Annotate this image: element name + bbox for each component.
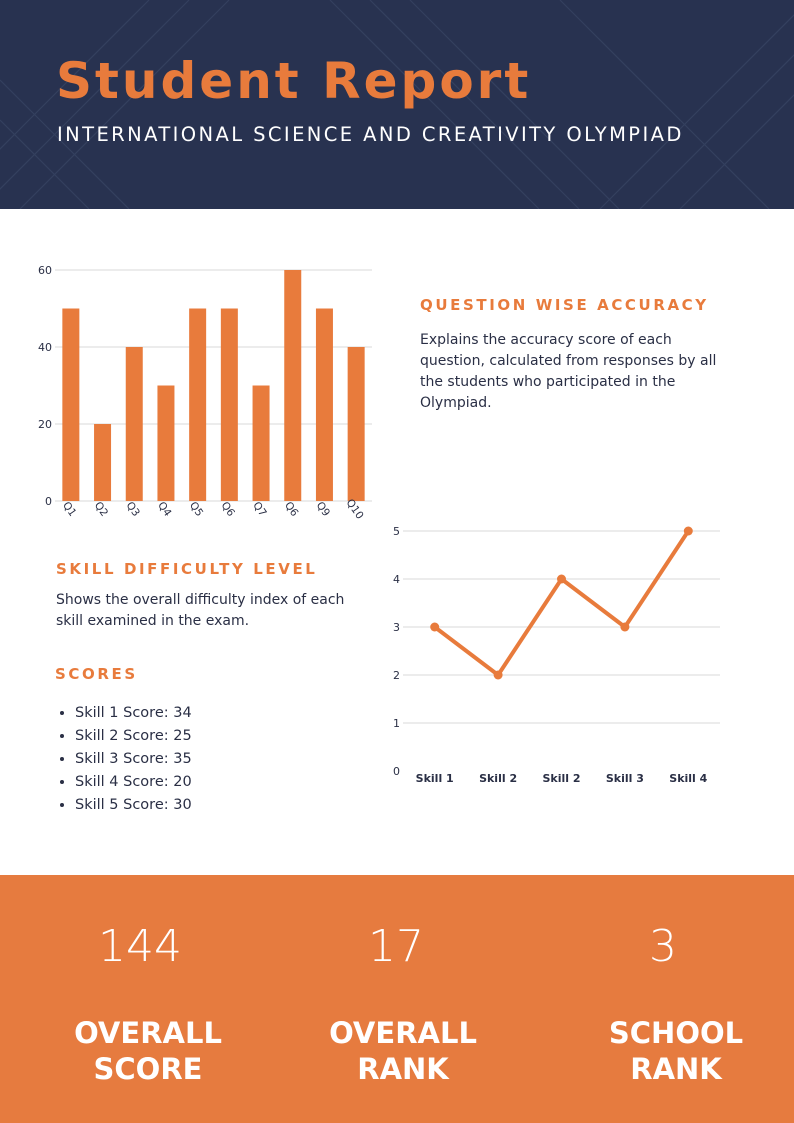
bar-chart-x-tick-label: Q1 [60, 500, 78, 519]
bar-chart-x-tick-label: Q9 [314, 500, 332, 519]
difficulty-heading: SKILL DIFFICULTY LEVEL [56, 560, 318, 578]
overall-score-label: OVERALL SCORE [74, 1016, 222, 1086]
score-item: Skill 5 Score: 30 [75, 794, 192, 817]
line-chart-y-tick-label: 5 [393, 525, 400, 538]
report-header: Student Report INTERNATIONAL SCIENCE AND… [0, 0, 794, 209]
score-item: Skill 3 Score: 35 [75, 748, 192, 771]
bar-chart-y-tick-label: 20 [38, 418, 52, 431]
bar-chart-x-tick-label: Q3 [124, 500, 142, 519]
line-chart-y-tick-label: 1 [393, 717, 400, 730]
school-rank-value: 3 [649, 921, 677, 972]
bar-chart-bar [315, 308, 333, 501]
difficulty-description: Shows the overall difficulty index of ea… [56, 592, 345, 629]
bar-chart-y-tick-label: 40 [38, 341, 52, 354]
line-chart-series-line [433, 529, 690, 677]
bar-chart-x-tick-label: Q6 [282, 500, 301, 519]
line-chart-x-tick-label: Skill 2 [542, 772, 580, 785]
scores-list: Skill 1 Score: 34 Skill 2 Score: 25 Skil… [56, 702, 192, 817]
bar-chart-bar [94, 424, 112, 501]
bar-chart-x-tick-label: Q2 [92, 500, 110, 519]
line-chart-x-tick-label: Skill 4 [669, 772, 707, 785]
line-chart-x-tick-label: Skill 1 [416, 772, 454, 785]
scores-heading: SCORES [55, 665, 138, 683]
header-pattern [0, 0, 794, 209]
line-chart-point [683, 526, 693, 536]
stats-footer: 144 OVERALL SCORE 17 OVERALL RANK 3 SCHO… [0, 875, 794, 1123]
bar-chart-y-tick-label: 0 [45, 495, 52, 508]
overall-score-value: 144 [98, 921, 182, 972]
bar-chart-bar [189, 308, 207, 501]
line-chart-point [493, 670, 503, 680]
school-rank-label: SCHOOL RANK [608, 1016, 744, 1086]
bar-chart-bar [347, 347, 365, 501]
score-item: Skill 2 Score: 25 [75, 725, 192, 748]
line-chart-x-tick-label: Skill 2 [479, 772, 517, 785]
bar-chart-x-tick-label: Q7 [250, 500, 268, 519]
line-chart-point [430, 622, 440, 632]
bar-chart-x-tick-label: Q5 [187, 500, 205, 519]
accuracy-heading: QUESTION WISE ACCURACY [420, 296, 709, 314]
report-title: Student Report [56, 52, 532, 110]
bar-chart-x-tick-label: Q4 [155, 500, 174, 519]
line-chart-y-tick-label: 3 [393, 621, 400, 634]
score-item: Skill 4 Score: 20 [75, 771, 192, 794]
overall-rank-label: OVERALL RANK [329, 1016, 477, 1086]
line-chart-x-tick-label: Skill 3 [606, 772, 644, 785]
accuracy-description: Explains the accuracy score of each ques… [420, 332, 717, 411]
line-chart-y-tick-label: 0 [393, 765, 400, 778]
bar-chart-y-tick-label: 60 [38, 264, 52, 277]
skill-difficulty-line-chart: 0 1 2 3 4 5 Skill 1 Skill 2 Skill 2 Skill 3 Skill … [393, 525, 720, 785]
line-chart-y-tick-label: 2 [393, 669, 400, 682]
bar-chart-bar [252, 385, 270, 501]
bar-chart-bar [157, 385, 175, 501]
bar-chart-bar [62, 308, 80, 501]
bar-chart-bar [284, 270, 302, 501]
line-chart-y-tick-label: 4 [393, 573, 400, 586]
bar-chart-bar [125, 347, 143, 501]
line-chart-point [620, 622, 630, 632]
report-subtitle: INTERNATIONAL SCIENCE AND CREATIVITY OLY… [57, 123, 684, 146]
bar-chart-x-tick-label: Q6 [219, 500, 238, 519]
line-chart-point [557, 574, 566, 584]
overall-rank-value: 17 [368, 921, 424, 972]
bar-chart-bar [220, 308, 238, 501]
score-item: Skill 1 Score: 34 [75, 702, 192, 725]
